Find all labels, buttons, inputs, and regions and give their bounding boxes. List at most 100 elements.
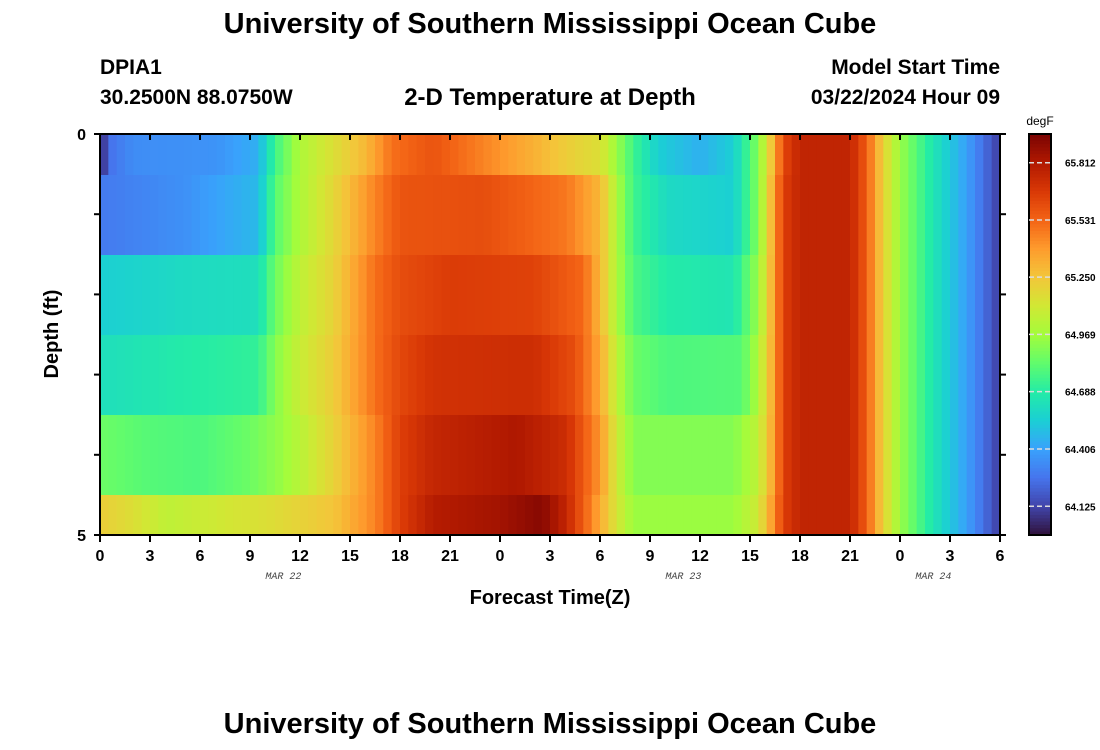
- heatmap-cell: [775, 415, 784, 495]
- heatmap-cell: [900, 335, 909, 415]
- heatmap-cell: [408, 495, 418, 535]
- heatmap-cell: [816, 134, 826, 175]
- heatmap-cell: [508, 255, 518, 335]
- heatmap-cell: [850, 175, 859, 255]
- heatmap-cell: [525, 255, 534, 335]
- heatmap-cell: [933, 415, 943, 495]
- x-tick-label: 21: [841, 548, 859, 565]
- heatmap-cell: [508, 134, 518, 175]
- heatmap-cell: [375, 335, 384, 415]
- colorbar-segment: [1029, 294, 1051, 299]
- heatmap-cell: [433, 495, 443, 535]
- heatmap-cell: [391, 255, 401, 335]
- heatmap-cell: [841, 415, 851, 495]
- colorbar-segment: [1029, 197, 1051, 202]
- heatmap-cell: [658, 134, 668, 175]
- heatmap-cell: [266, 134, 276, 175]
- heatmap-cell: [266, 335, 276, 415]
- heatmap-cell: [125, 175, 134, 255]
- heatmap-cell: [283, 495, 293, 535]
- heatmap-cell: [875, 415, 884, 495]
- heatmap-cell: [791, 335, 801, 415]
- heatmap-cell: [366, 134, 376, 175]
- heatmap-cell: [800, 175, 809, 255]
- colorbar-segment: [1029, 140, 1051, 145]
- heatmap-cell: [900, 175, 909, 255]
- heatmap-cell: [766, 175, 776, 255]
- heatmap-cell: [333, 415, 343, 495]
- heatmap-cell: [575, 175, 584, 255]
- heatmap-cell: [250, 415, 259, 495]
- heatmap-cell: [458, 255, 468, 335]
- colorbar-segment: [1029, 451, 1051, 456]
- heatmap-cell: [716, 255, 726, 335]
- heatmap-cell: [208, 335, 218, 415]
- heatmap-cell: [666, 495, 676, 535]
- heatmap-cell: [566, 335, 576, 415]
- colorbar-segment: [1029, 377, 1051, 382]
- heatmap-cell: [225, 255, 234, 335]
- heatmap-cell: [700, 335, 709, 415]
- heatmap-cell: [791, 175, 801, 255]
- heatmap-cell: [158, 415, 168, 495]
- heatmap-cell: [358, 255, 368, 335]
- heatmap-cell: [108, 335, 118, 415]
- heatmap-cell: [425, 255, 434, 335]
- heatmap-cell: [691, 255, 701, 335]
- colorbar-segment: [1029, 374, 1051, 379]
- colorbar-segment: [1029, 254, 1051, 259]
- heatmap-cell: [416, 175, 426, 255]
- heatmap-cell: [716, 495, 726, 535]
- heatmap-cell: [175, 415, 184, 495]
- heatmap-cell: [183, 255, 193, 335]
- heatmap-cell: [600, 495, 609, 535]
- heatmap-cell: [891, 335, 901, 415]
- heatmap-cell: [416, 255, 426, 335]
- heatmap-cell: [641, 134, 651, 175]
- colorbar-segment: [1029, 471, 1051, 476]
- heatmap-cell: [783, 255, 793, 335]
- colorbar-segment: [1029, 347, 1051, 352]
- heatmap-cell: [341, 335, 351, 415]
- heatmap-cell: [300, 255, 309, 335]
- heatmap-cell: [175, 255, 184, 335]
- heatmap-cell: [350, 415, 359, 495]
- colorbar-segment: [1029, 147, 1051, 152]
- colorbar-segment: [1029, 190, 1051, 195]
- heatmap-cell: [275, 495, 284, 535]
- colorbar-segment: [1029, 461, 1051, 466]
- heatmap-cell: [241, 335, 251, 415]
- colorbar-segment: [1029, 200, 1051, 205]
- heatmap-cell: [158, 495, 168, 535]
- colorbar-segment: [1029, 304, 1051, 309]
- heatmap-cell: [941, 134, 951, 175]
- heatmap-cell: [208, 134, 218, 175]
- heatmap-cell: [866, 134, 876, 175]
- heatmap-cell: [375, 255, 384, 335]
- heatmap-cell: [883, 134, 893, 175]
- heatmap-cell: [866, 175, 876, 255]
- heatmap-cell: [575, 415, 584, 495]
- heatmap-cell: [633, 495, 643, 535]
- heatmap-cell: [616, 175, 626, 255]
- heatmap-cell: [291, 335, 301, 415]
- heatmap-cell: [483, 134, 493, 175]
- heatmap-cell: [441, 415, 451, 495]
- heatmap-cell: [716, 415, 726, 495]
- heatmap-cell: [408, 255, 418, 335]
- heatmap-cell: [183, 134, 193, 175]
- heatmap-cell: [991, 495, 1001, 535]
- colorbar-segment: [1029, 220, 1051, 225]
- heatmap-cell: [783, 134, 793, 175]
- heatmap-cell: [608, 495, 618, 535]
- heatmap-cell: [233, 495, 243, 535]
- heatmap-cell: [950, 335, 959, 415]
- heatmap-cell: [200, 415, 209, 495]
- heatmap-cell: [166, 175, 176, 255]
- heatmap-cell: [483, 255, 493, 335]
- heatmap-cell: [200, 134, 209, 175]
- heatmap-cell: [608, 134, 618, 175]
- heatmap-cell: [391, 415, 401, 495]
- heatmap-cell: [975, 415, 984, 495]
- heatmap-cell: [266, 415, 276, 495]
